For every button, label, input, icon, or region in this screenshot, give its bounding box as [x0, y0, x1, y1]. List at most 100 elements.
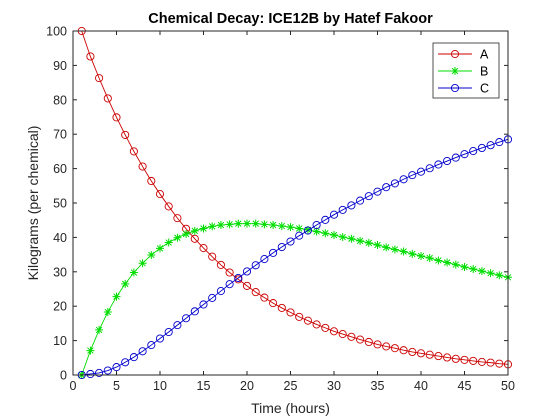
series-a-point: [112, 113, 121, 122]
series-b-point: [451, 260, 460, 269]
series-c-point: [295, 231, 304, 240]
series-b-point: [225, 220, 234, 229]
series-c-point: [486, 141, 495, 150]
legend-marker-c: [450, 83, 460, 93]
series-c-point: [199, 300, 208, 309]
series-c-point: [208, 293, 217, 302]
series-c-point: [373, 187, 382, 196]
series-b-point: [408, 249, 417, 258]
series-a-point: [312, 320, 321, 329]
series-a-point: [121, 130, 130, 139]
series-a-point: [251, 288, 260, 297]
series-b-point: [234, 219, 243, 228]
series-c-point: [443, 156, 452, 166]
series-a-point: [329, 327, 339, 336]
series-a-point: [373, 340, 382, 349]
x-tick-label: 0: [70, 379, 77, 393]
series-a-line: [81, 30, 509, 365]
series-c-point: [112, 363, 121, 372]
series-a-point: [321, 323, 330, 332]
x-tick-label: 50: [501, 379, 515, 393]
series-a-point: [286, 308, 295, 317]
series-c-point: [451, 153, 460, 162]
series-a: [77, 26, 513, 369]
series-a-point: [208, 252, 217, 261]
x-tick-label: 40: [414, 379, 428, 393]
series-b-point: [216, 221, 225, 230]
series-a-point: [147, 176, 156, 186]
series-a-point: [190, 234, 199, 243]
series-c-point: [338, 205, 347, 214]
x-tick-label: 25: [284, 379, 298, 393]
series-a-point: [347, 332, 356, 341]
series-a-point: [216, 260, 225, 269]
series-c-point: [356, 196, 365, 205]
y-tick-label: 0: [60, 369, 67, 383]
series-b-point: [103, 308, 112, 317]
series-a-point: [382, 342, 391, 351]
series-a-point: [103, 94, 112, 103]
series-b-point: [373, 240, 382, 249]
series-b-point: [121, 279, 130, 288]
series-c-point: [286, 237, 295, 246]
series-c-point: [382, 183, 391, 192]
legend: ABC: [432, 42, 500, 99]
series-b-point: [243, 219, 251, 228]
series-a-point: [434, 352, 443, 361]
series-c: [77, 135, 513, 380]
series-b-point: [86, 346, 95, 355]
legend-label-b: B: [480, 65, 488, 79]
series-b-point: [260, 220, 269, 229]
series-a-point: [277, 303, 286, 312]
series-a-point: [425, 350, 434, 359]
series-a-point: [260, 293, 269, 302]
series-c-point: [408, 171, 417, 180]
y-tick-label: 10: [53, 334, 67, 348]
series-c-point: [103, 366, 112, 375]
series-c-point: [234, 273, 243, 283]
x-tick-label: 45: [458, 379, 472, 393]
ticks-layer: 0 5 10 15 20 25 30 35 40 45 50 0 10 20 30 40 50 60 70 80 90 1…: [46, 25, 515, 394]
series-a-point: [95, 74, 104, 83]
series-c-point: [225, 280, 234, 289]
series-c-point: [190, 307, 199, 316]
series-a-point: [295, 312, 304, 321]
series-c-point: [460, 150, 469, 159]
series-c-point: [173, 321, 182, 330]
legend-entry-b: B: [438, 65, 488, 79]
series-b-point: [251, 219, 260, 228]
series-b-point: [164, 238, 173, 247]
series-c-point: [147, 341, 156, 350]
series-b-point: [495, 271, 504, 280]
legend-entry-a: A: [438, 48, 489, 62]
series-b-point: [190, 226, 199, 235]
series-a-point: [408, 347, 417, 357]
series-c-point: [251, 261, 260, 270]
legend-box: [432, 42, 500, 99]
x-tick-label: 5: [113, 379, 120, 393]
series-c-point: [434, 160, 443, 169]
series-b-point: [295, 224, 304, 233]
series-a-point: [303, 316, 312, 325]
series-a-point: [138, 162, 147, 171]
series-b-point: [330, 230, 338, 239]
series-c-point: [416, 167, 426, 176]
series-b-point: [173, 233, 182, 242]
legend-marker-a: [450, 49, 460, 59]
series-c-point: [347, 201, 356, 210]
x-tick-label: 10: [153, 379, 167, 393]
series-b-point: [347, 234, 356, 243]
series-c-point: [390, 179, 399, 188]
x-tick-label: 20: [240, 379, 254, 393]
series-c-point: [469, 147, 478, 156]
series-b-point: [112, 292, 121, 301]
series-b-point: [356, 236, 365, 245]
legend-entry-c: C: [438, 82, 489, 96]
series-c-line: [81, 138, 509, 376]
series-a-point: [242, 281, 252, 290]
series-c-point: [303, 226, 312, 235]
x-tick-label: 15: [197, 379, 211, 393]
series-c-point: [329, 210, 339, 219]
series-c-point: [121, 358, 130, 367]
